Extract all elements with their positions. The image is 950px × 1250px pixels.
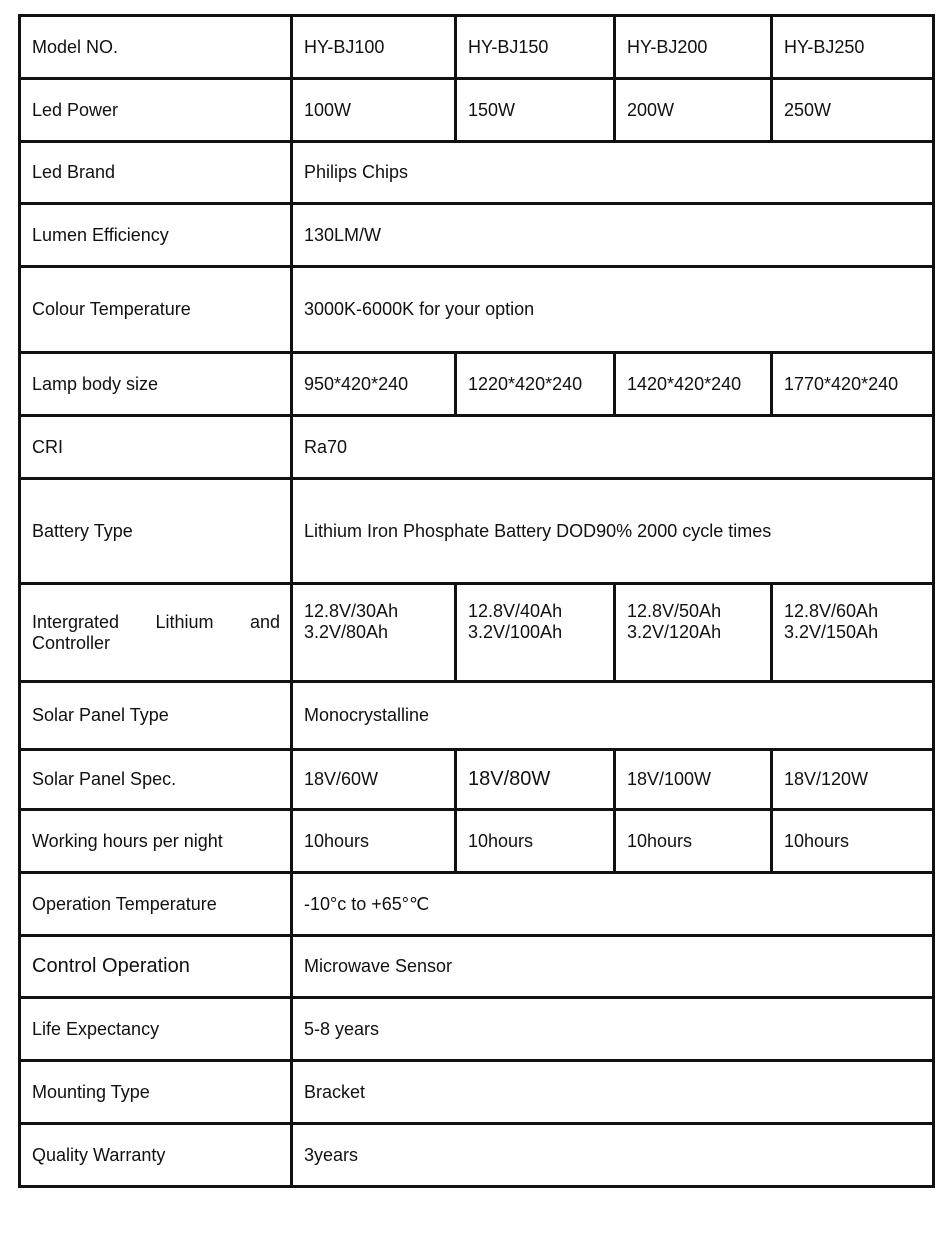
spec-table: Model NO. HY-BJ100 HY-BJ150 HY-BJ200 HY-BJ25… — [18, 14, 935, 1188]
spec-row: Led Brand Philips Chips — [18, 140, 935, 205]
spec-row: Lumen Efficiency 130LM/W — [18, 202, 935, 268]
spec-row: Control Operation Microwave Sensor — [18, 934, 935, 999]
spec-label: CRI — [18, 414, 293, 480]
spec-label: Led Power — [18, 77, 293, 143]
spec-row: Led Power 100W 150W 200W 250W — [18, 77, 935, 143]
spec-value: HY-BJ100 — [290, 14, 457, 80]
spec-label: Led Brand — [18, 140, 293, 205]
spec-value: 3years — [290, 1122, 935, 1188]
spec-label: Lumen Efficiency — [18, 202, 293, 268]
spec-value: 150W — [454, 77, 616, 143]
spec-value: HY-BJ250 — [770, 14, 935, 80]
spec-value: 950*420*240 — [290, 351, 457, 417]
spec-value: 3000K-6000K for your option — [290, 265, 935, 354]
spec-value: 18V/120W — [770, 748, 935, 811]
spec-label: Mounting Type — [18, 1059, 293, 1125]
spec-value: -10°c to +65°℃ — [290, 871, 935, 937]
spec-row: CRI Ra70 — [18, 414, 935, 480]
spec-value: Lithium Iron Phosphate Battery DOD90% 20… — [290, 477, 935, 585]
spec-label: Intergrated Lithium and Controller — [18, 582, 293, 683]
spec-label: Model NO. — [18, 14, 293, 80]
spec-row: Colour Temperature 3000K-6000K for your o… — [18, 265, 935, 354]
spec-label: Control Operation — [18, 934, 293, 999]
spec-row: Mounting Type Bracket — [18, 1059, 935, 1125]
spec-label: Operation Temperature — [18, 871, 293, 937]
spec-value: Microwave Sensor — [290, 934, 935, 999]
spec-value: 1220*420*240 — [454, 351, 616, 417]
spec-row: Quality Warranty 3years — [18, 1122, 935, 1188]
spec-value: 5-8 years — [290, 996, 935, 1062]
spec-row: Solar Panel Type Monocrystalline — [18, 680, 935, 751]
spec-label: Battery Type — [18, 477, 293, 585]
spec-value: 200W — [613, 77, 773, 143]
spec-row: Intergrated Lithium and Controller 12.8V/… — [18, 582, 935, 683]
spec-value: 12.8V/40Ah 3.2V/100Ah — [454, 582, 616, 683]
spec-value: 10hours — [613, 808, 773, 874]
spec-row: Battery Type Lithium Iron Phosphate Batte… — [18, 477, 935, 585]
spec-row: Life Expectancy 5-8 years — [18, 996, 935, 1062]
spec-value: Philips Chips — [290, 140, 935, 205]
spec-label: Solar Panel Type — [18, 680, 293, 751]
spec-value: 1770*420*240 — [770, 351, 935, 417]
spec-label: Life Expectancy — [18, 996, 293, 1062]
spec-value: Ra70 — [290, 414, 935, 480]
spec-value: 18V/60W — [290, 748, 457, 811]
spec-label: Solar Panel Spec. — [18, 748, 293, 811]
spec-value: 1420*420*240 — [613, 351, 773, 417]
spec-row: Solar Panel Spec. 18V/60W 18V/80W 18V/100W 1… — [18, 748, 935, 811]
spec-value: 100W — [290, 77, 457, 143]
spec-value: 18V/80W — [454, 748, 616, 811]
spec-label: Quality Warranty — [18, 1122, 293, 1188]
spec-value: 12.8V/60Ah 3.2V/150Ah — [770, 582, 935, 683]
spec-value: Monocrystalline — [290, 680, 935, 751]
spec-value: HY-BJ200 — [613, 14, 773, 80]
spec-label: Working hours per night — [18, 808, 293, 874]
spec-value: 10hours — [770, 808, 935, 874]
spec-row: Operation Temperature -10°c to +65°℃ — [18, 871, 935, 937]
spec-value: 10hours — [454, 808, 616, 874]
spec-value: 12.8V/30Ah 3.2V/80Ah — [290, 582, 457, 683]
spec-value: HY-BJ150 — [454, 14, 616, 80]
spec-value: 18V/100W — [613, 748, 773, 811]
spec-value: 10hours — [290, 808, 457, 874]
spec-value: 12.8V/50Ah 3.2V/120Ah — [613, 582, 773, 683]
spec-row: Working hours per night 10hours 10hours 10h… — [18, 808, 935, 874]
spec-label: Colour Temperature — [18, 265, 293, 354]
spec-value: Bracket — [290, 1059, 935, 1125]
spec-value: 250W — [770, 77, 935, 143]
spec-value: 130LM/W — [290, 202, 935, 268]
spec-label: Lamp body size — [18, 351, 293, 417]
spec-row: Model NO. HY-BJ100 HY-BJ150 HY-BJ200 HY-BJ25… — [18, 14, 935, 80]
spec-row: Lamp body size 950*420*240 1220*420*240 142… — [18, 351, 935, 417]
